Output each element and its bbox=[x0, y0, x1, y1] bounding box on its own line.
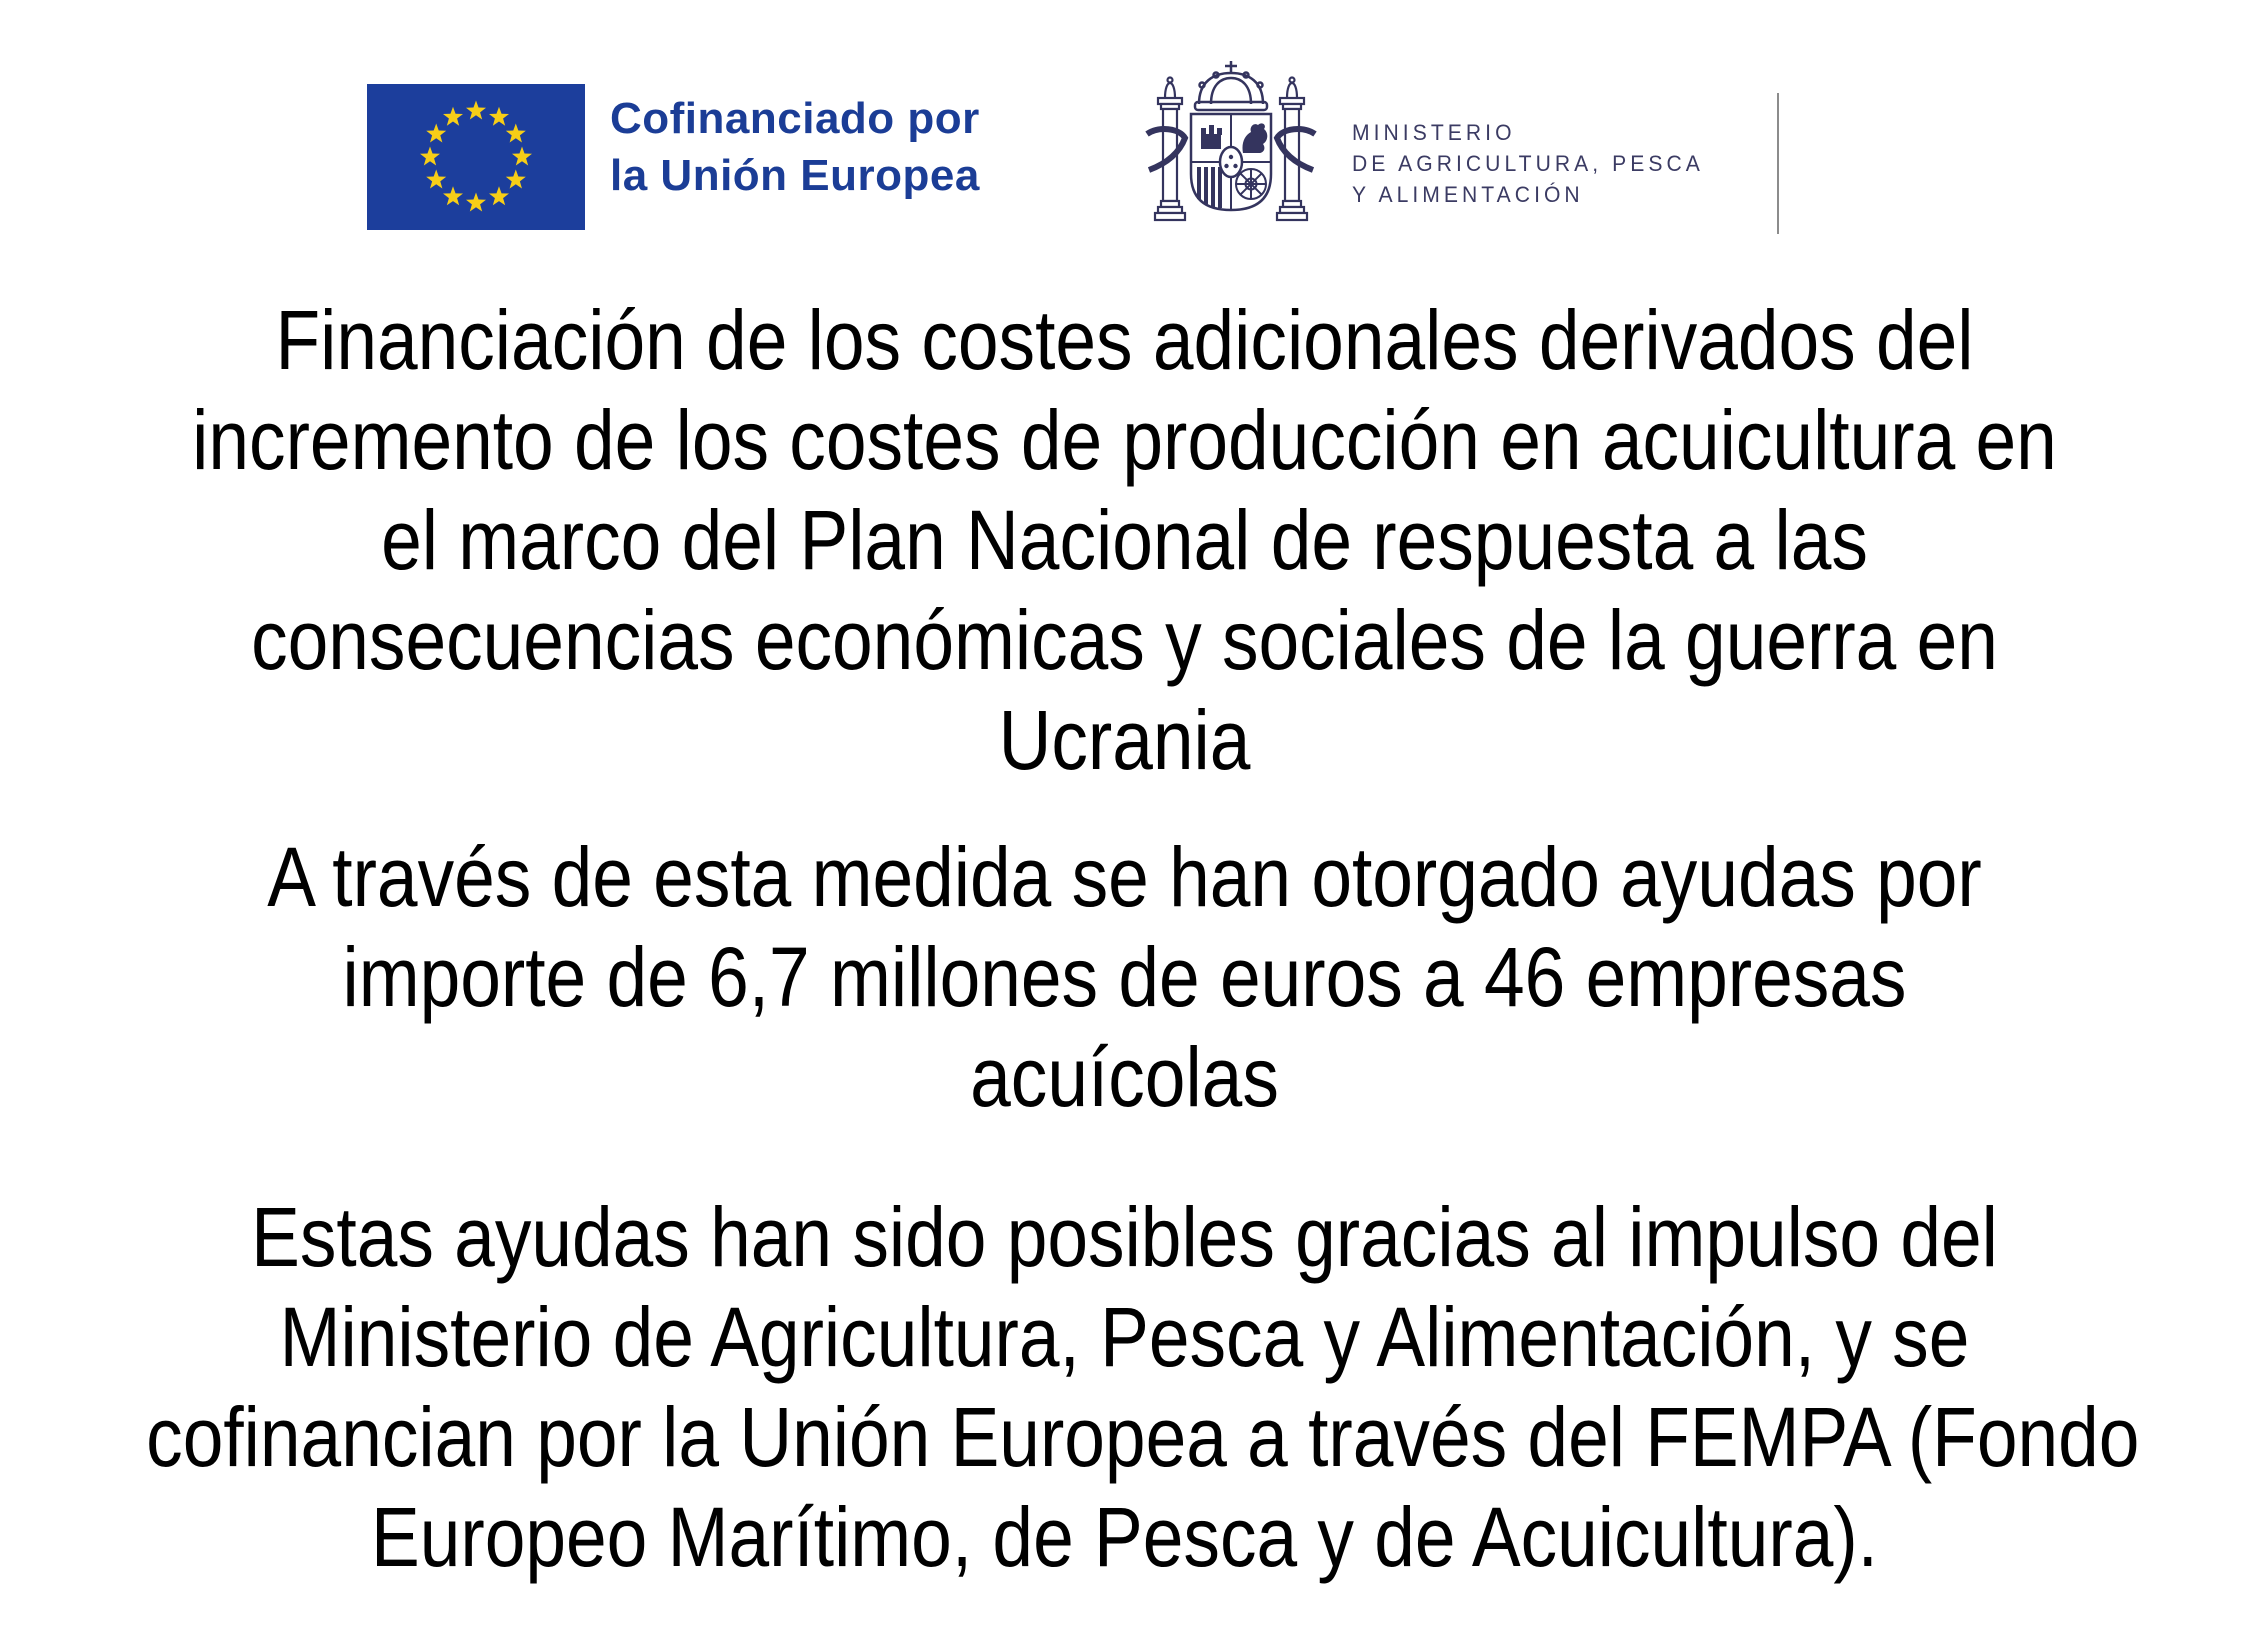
ministry-name-line3: Y ALIMENTACIÓN bbox=[1352, 182, 1584, 207]
title-line: el marco del Plan Nacional de respuesta … bbox=[381, 493, 1868, 587]
title-line: incremento de los costes de producción e… bbox=[192, 393, 2057, 487]
closing-line: Ministerio de Agricultura, Pesca y Alime… bbox=[279, 1290, 1970, 1384]
amount-line: acuícolas bbox=[970, 1030, 1279, 1124]
closing-line: Estas ayudas han sido posibles gracias a… bbox=[251, 1190, 1998, 1284]
eu-caption-line2: la Unión Europea bbox=[610, 151, 980, 200]
amount-line: A través de esta medida se han otorgado … bbox=[267, 830, 1982, 924]
eu-cofunded-logo bbox=[367, 84, 585, 230]
eu-caption-line1: Cofinanciado por bbox=[610, 94, 980, 143]
closing-line: Europeo Marítimo, de Pesca y de Acuicult… bbox=[370, 1490, 1878, 1584]
amount-paragraph: A través de esta medida se han otorgado … bbox=[146, 827, 2103, 1127]
ministry-logo bbox=[1145, 58, 1317, 238]
title-line: consecuencias económicas y sociales de l… bbox=[251, 593, 1998, 687]
spain-coat-of-arms-icon bbox=[1145, 61, 1317, 238]
ministry-name-line1: MINISTERIO bbox=[1352, 120, 1516, 145]
closing-line: cofinancian por la Unión Europea a travé… bbox=[146, 1390, 2140, 1484]
ministry-name-line2: DE AGRICULTURA, PESCA bbox=[1352, 151, 1704, 176]
title-line: Ucrania bbox=[998, 693, 1251, 787]
title-line: Financiación de los costes adicionales d… bbox=[275, 293, 1974, 387]
amount-line: importe de 6,7 millones de euros a 46 em… bbox=[342, 930, 1907, 1024]
eu-flag-icon bbox=[367, 84, 585, 230]
ministry-name: MINISTERIO DE AGRICULTURA, PESCA Y ALIME… bbox=[1352, 117, 1704, 210]
eu-cofunded-caption: Cofinanciado por la Unión Europea bbox=[610, 90, 980, 204]
page-title: Financiación de los costes adicionales d… bbox=[146, 290, 2103, 790]
header-separator bbox=[1777, 93, 1779, 234]
closing-paragraph: Estas ayudas han sido posibles gracias a… bbox=[146, 1187, 2140, 1587]
